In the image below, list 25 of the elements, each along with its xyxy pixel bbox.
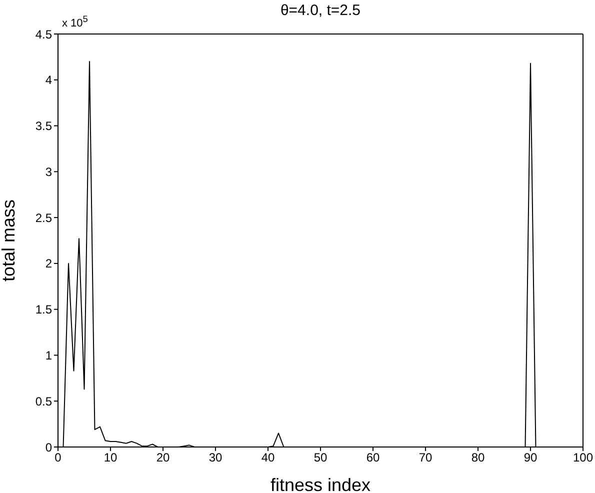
- y-tick-label: 2: [45, 256, 52, 271]
- y-tick-label: 1.5: [35, 302, 52, 317]
- y-tick-label: 3: [45, 164, 52, 179]
- x-tick-label: 30: [208, 450, 222, 465]
- chart-title: θ=4.0, t=2.5: [280, 2, 361, 19]
- x-tick-label: 90: [524, 450, 538, 465]
- x-tick-label: 40: [261, 450, 275, 465]
- x-tick-label: 60: [366, 450, 380, 465]
- x-tick-label: 100: [572, 450, 594, 465]
- y-tick-label: 3.5: [35, 119, 52, 134]
- x-tick-label: 10: [104, 450, 118, 465]
- y-tick-label: 1: [45, 348, 52, 362]
- y-tick-label: 2.5: [35, 210, 52, 225]
- y-tick-label: 0: [45, 440, 52, 454]
- y-tick-label: 4.5: [35, 27, 52, 42]
- x-tick-label: 70: [418, 450, 432, 465]
- x-axis-title: fitness index: [270, 475, 371, 493]
- x-tick-label: 50: [314, 450, 328, 465]
- x-tick-label: 20: [156, 450, 170, 465]
- y-tick-label: 4: [45, 73, 52, 88]
- x-tick-label: 80: [471, 450, 485, 465]
- text: x 10$^{5}$: [62, 14, 88, 30]
- y-axis-title: total mass: [0, 199, 18, 282]
- y-tick-label: 0.5: [35, 394, 52, 408]
- x-tick-label: 0: [54, 450, 62, 465]
